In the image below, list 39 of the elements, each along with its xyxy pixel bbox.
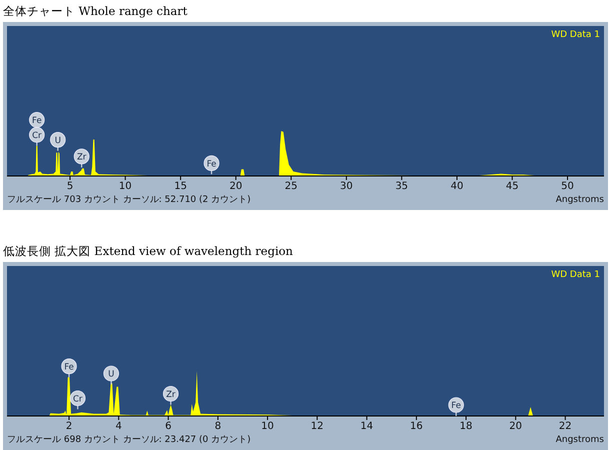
- annotation: Fe: [206, 159, 216, 170]
- x-tick-label: 14: [360, 421, 374, 432]
- x-tick-label: 2: [66, 421, 72, 432]
- x-tick-label: 8: [214, 421, 222, 432]
- x-tick-label: 30: [340, 181, 353, 192]
- x-tick-label: 6: [165, 421, 172, 432]
- x-tick-label: 35: [395, 181, 408, 192]
- x-tick-label: 16: [410, 421, 423, 432]
- chart-title: 全体チャート Whole range chart: [3, 4, 188, 18]
- annotation: Fe: [451, 401, 461, 412]
- x-tick-label: 12: [310, 421, 324, 432]
- annotation: U: [108, 370, 114, 380]
- text: フルスケール 698 カウント カーソル: 23.427 (0 カウント): [7, 435, 251, 445]
- x-tick-label: 18: [460, 421, 472, 432]
- annotation: Fe: [64, 362, 74, 372]
- x-tick-label: 25: [284, 181, 298, 192]
- text: WD Data 1: [551, 270, 600, 280]
- x-tick-label: 45: [506, 181, 519, 192]
- text: フルスケール 703 カウント カーソル: 52.710 (2 カウント): [7, 195, 251, 205]
- x-tick-label: 22: [558, 421, 572, 432]
- x-tick-label: 10: [261, 421, 274, 432]
- annotation: Zr: [76, 152, 87, 163]
- x-axis-title: Angstroms: [556, 195, 604, 205]
- annotation: Fe: [32, 116, 42, 126]
- x-tick-label: 50: [561, 181, 574, 192]
- x-tick-label: 4: [115, 421, 122, 432]
- annotation: U: [54, 136, 61, 146]
- x-tick-label: 40: [450, 181, 464, 192]
- annotation: Zr: [166, 390, 176, 400]
- x-axis-title: Angstroms: [556, 435, 604, 445]
- x-tick-label: 5: [66, 181, 74, 192]
- annotation: Cr: [32, 131, 42, 142]
- x-tick-label: 20: [229, 181, 242, 192]
- x-tick-label: 15: [174, 181, 187, 192]
- chart-title: 低波長側 拡大図 Extend view of wavelength region: [3, 244, 294, 258]
- x-tick-label: 10: [118, 181, 132, 192]
- x-tick-label: 20: [509, 421, 522, 432]
- annotation: Cr: [73, 394, 83, 404]
- text: WD Data 1: [551, 30, 600, 40]
